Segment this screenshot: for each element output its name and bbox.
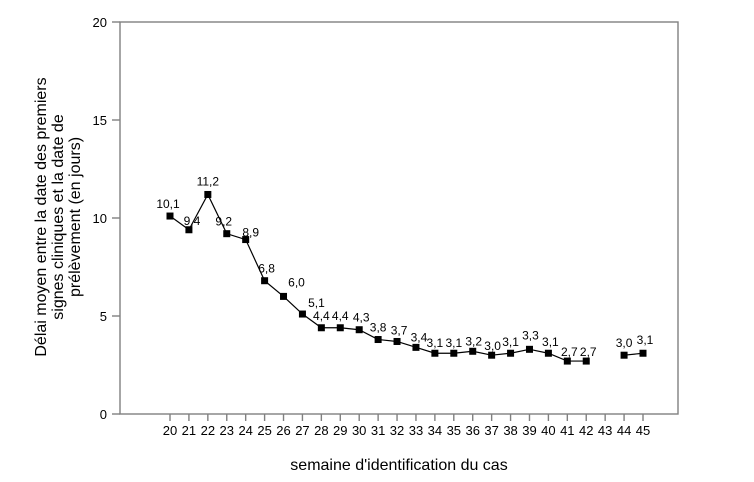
x-tick-label: 21 (182, 423, 196, 438)
data-point (374, 336, 382, 344)
data-point-label: 6,8 (258, 262, 275, 276)
x-axis-ticks: 20 21 22 23 24 25 26 27 28 29 30 31 32 33 34 35 36 37 38 39… (163, 414, 650, 438)
data-point-label: 3,2 (465, 334, 482, 348)
data-point (223, 230, 231, 238)
x-tick-label: 20 (163, 423, 177, 438)
data-point-label: 3,0 (616, 336, 633, 350)
data-point (431, 349, 439, 357)
x-tick-label: 32 (390, 423, 404, 438)
x-tick-label: 24 (238, 423, 252, 438)
data-point-label: 11,2 (197, 174, 220, 188)
x-tick-label: 34 (428, 423, 442, 438)
x-tick-label: 39 (522, 423, 536, 438)
data-point-label: 3,7 (391, 323, 408, 337)
data-point-label: 4,3 (353, 311, 370, 325)
data-point-label: 9,2 (215, 215, 232, 229)
x-tick-label: 29 (333, 423, 347, 438)
y-axis-title-line3: prélèvement (en jours) (67, 137, 84, 297)
x-tick-label: 35 (447, 423, 461, 438)
y-tick-label: 20 (93, 15, 107, 30)
data-point (639, 349, 647, 357)
x-tick-label: 30 (352, 423, 366, 438)
data-point-label: 2,7 (561, 345, 578, 359)
data-point (261, 277, 269, 285)
x-tick-label: 44 (617, 423, 631, 438)
x-tick-label: 43 (598, 423, 612, 438)
data-point (507, 349, 515, 357)
data-point-label: 9,4 (184, 214, 201, 228)
data-point-label: 3,4 (411, 330, 428, 344)
y-axis-ticks: 0 5 10 15 20 (93, 15, 120, 422)
y-axis-title-line1: Délai moyen entre la date des premiers (33, 77, 50, 356)
data-point-label: 3,1 (445, 336, 462, 350)
data-point-label: 3,8 (370, 321, 387, 335)
data-point-label: 3,0 (484, 339, 501, 353)
x-tick-label: 40 (541, 423, 555, 438)
data-point-label: 3,1 (542, 335, 559, 349)
data-point-label: 3,3 (522, 328, 539, 342)
data-point-label: 10,1 (156, 197, 180, 211)
x-tick-label: 38 (503, 423, 517, 438)
data-point (185, 226, 193, 234)
y-tick-label: 10 (93, 211, 107, 226)
x-tick-label: 36 (465, 423, 479, 438)
y-tick-label: 0 (100, 407, 107, 422)
x-tick-label: 25 (257, 423, 271, 438)
data-point (336, 324, 344, 332)
data-point-label: 3,1 (637, 333, 654, 347)
data-point-label: 2,7 (580, 345, 597, 359)
data-point-labels: 10,19,411,29,28,96,86,05,14,4 4,4 4,33,8 3,… (156, 174, 653, 359)
x-tick-label: 31 (371, 423, 385, 438)
y-tick-label: 5 (100, 309, 107, 324)
data-point (166, 212, 174, 220)
data-point-markers (166, 190, 647, 365)
x-tick-label: 42 (579, 423, 593, 438)
x-tick-label: 27 (295, 423, 309, 438)
data-point (412, 343, 420, 351)
data-point (242, 236, 250, 244)
data-point (620, 351, 628, 359)
x-tick-label: 41 (560, 423, 574, 438)
data-point (280, 292, 288, 300)
data-point (317, 324, 325, 332)
data-point-label: 4,4 (313, 309, 330, 323)
x-tick-label: 28 (314, 423, 328, 438)
data-point (544, 349, 552, 357)
data-point (525, 345, 533, 353)
x-tick-label: 26 (276, 423, 290, 438)
data-point-label: 3,1 (502, 335, 519, 349)
data-point (582, 357, 590, 365)
data-point (355, 326, 363, 334)
data-point-label: 3,1 (427, 336, 444, 350)
x-tick-label: 45 (636, 423, 650, 438)
data-point (469, 347, 477, 355)
data-point (450, 349, 458, 357)
x-tick-label: 33 (409, 423, 423, 438)
data-point (488, 351, 496, 359)
x-tick-label: 23 (220, 423, 234, 438)
data-point (298, 310, 306, 318)
data-point (204, 190, 212, 198)
data-point-label: 4,4 (332, 309, 349, 323)
data-point (563, 357, 571, 365)
data-point-label: 6,0 (288, 275, 305, 289)
data-point-label: 5,1 (308, 296, 325, 310)
data-point (393, 337, 401, 345)
data-point-label: 8,9 (242, 226, 259, 240)
y-tick-label: 15 (93, 113, 107, 128)
y-axis-title: Délai moyen entre la date des premiers s… (33, 77, 84, 356)
x-tick-label: 22 (201, 423, 215, 438)
y-axis-title-line2: signes cliniques et la date de (50, 114, 67, 320)
x-tick-label: 37 (484, 423, 498, 438)
x-axis-title: semaine d'identification du cas (290, 457, 507, 474)
